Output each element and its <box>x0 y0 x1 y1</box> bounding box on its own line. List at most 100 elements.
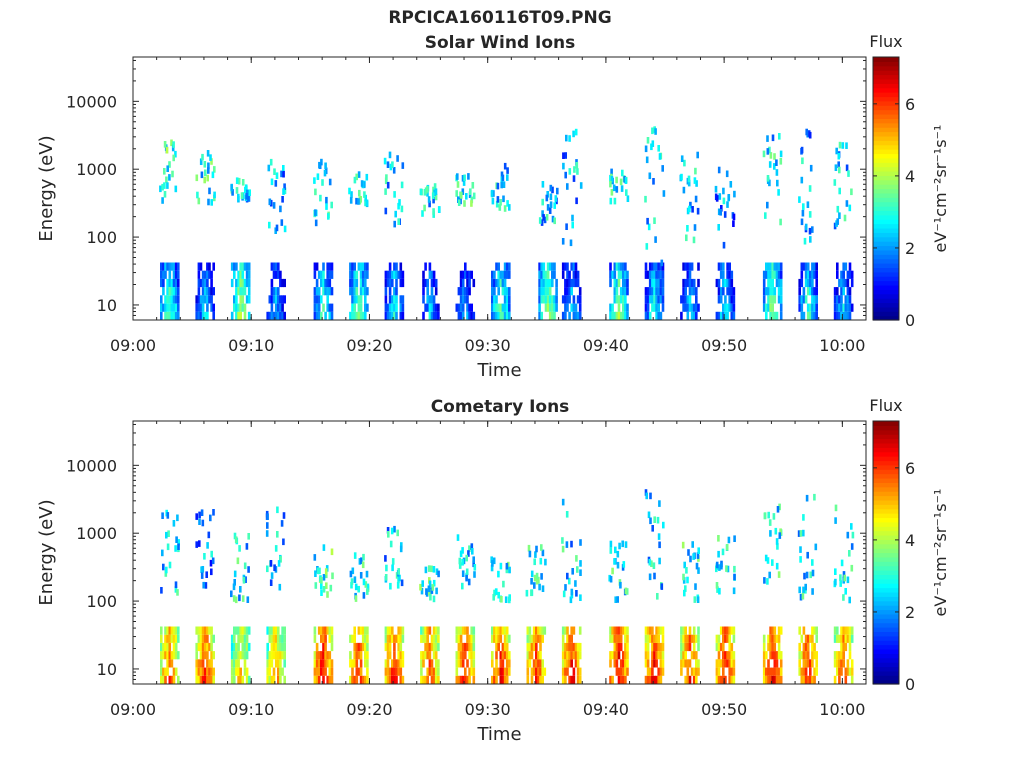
flux-cell <box>608 574 611 582</box>
flux-cell <box>848 262 852 271</box>
flux-cell <box>239 634 242 643</box>
flux-cell <box>838 278 841 288</box>
flux-cell <box>361 634 365 643</box>
flux-cell <box>564 642 567 652</box>
flux-cell <box>204 582 208 589</box>
flux-cell <box>726 634 729 643</box>
flux-cell <box>432 196 435 204</box>
flux-cell <box>160 659 163 668</box>
flux-cell <box>493 675 496 684</box>
flux-cell <box>732 295 736 304</box>
flux-cell <box>624 587 628 595</box>
flux-cell <box>324 287 327 296</box>
flux-cell <box>355 642 359 652</box>
flux-cell <box>568 311 571 320</box>
flux-cell <box>696 596 700 603</box>
flux-cell <box>201 270 205 279</box>
flux-cell <box>505 651 509 660</box>
flux-cell <box>461 675 465 684</box>
flux-cell <box>279 295 282 304</box>
flux-cell <box>470 634 473 643</box>
flux-cell <box>164 570 168 577</box>
flux-cell <box>247 642 251 652</box>
flux-cell <box>765 303 768 312</box>
flux-cell <box>545 194 549 202</box>
flux-cell <box>468 642 471 652</box>
flux-cell <box>245 543 249 550</box>
flux-cell <box>732 651 736 660</box>
flux-cell <box>530 667 534 676</box>
flux-cell <box>245 626 249 635</box>
flux-cell <box>326 262 329 271</box>
flux-cell <box>568 278 571 288</box>
colorbar-segment <box>873 113 899 119</box>
flux-cell <box>718 564 721 571</box>
flux-cell <box>802 642 806 652</box>
flux-cell <box>162 563 165 571</box>
flux-cell <box>322 262 325 271</box>
flux-cell <box>461 175 465 182</box>
flux-cell <box>617 642 621 652</box>
flux-cell <box>730 659 734 668</box>
flux-cell <box>779 270 783 279</box>
flux-cell <box>649 492 652 500</box>
flux-cell <box>230 651 234 660</box>
flux-cell <box>539 667 542 676</box>
flux-cell <box>508 270 511 279</box>
flux-cell <box>763 577 766 584</box>
flux-cell <box>719 311 723 320</box>
flux-cell <box>695 651 698 660</box>
flux-cell <box>282 165 285 172</box>
flux-cell <box>526 626 530 635</box>
flux-cell <box>724 278 727 288</box>
flux-cell <box>686 659 690 668</box>
flux-cell <box>715 659 719 668</box>
flux-cell <box>659 311 663 320</box>
flux-cell <box>391 675 394 684</box>
flux-cell <box>850 278 854 288</box>
flux-cell <box>388 311 392 320</box>
flux-cell <box>362 553 365 561</box>
flux-cell <box>172 278 176 288</box>
colorbar-segment <box>873 526 899 532</box>
flux-cell <box>503 270 507 279</box>
flux-cell <box>651 634 654 643</box>
colorbar-segment <box>873 429 899 435</box>
flux-cell <box>649 517 652 525</box>
flux-cell <box>657 287 660 296</box>
flux-cell <box>282 538 285 546</box>
flux-cell <box>651 295 654 304</box>
flux-cell <box>654 128 657 135</box>
flux-cell <box>572 303 576 312</box>
y-tick-label: 10 <box>97 660 117 679</box>
flux-cell <box>572 311 576 320</box>
flux-cell <box>564 152 567 159</box>
flux-cell <box>351 278 354 288</box>
flux-cell <box>426 303 429 312</box>
flux-cell <box>233 270 236 279</box>
flux-cell <box>533 558 536 566</box>
flux-cell <box>359 295 363 304</box>
flux-cell <box>617 626 621 635</box>
flux-cell <box>809 236 812 243</box>
flux-cell <box>545 214 549 221</box>
flux-cell <box>270 295 274 304</box>
flux-cell <box>655 626 658 635</box>
flux-cell <box>842 651 845 660</box>
cometary-x-label: Time <box>476 724 521 745</box>
flux-cell <box>578 642 582 652</box>
flux-cell <box>455 675 459 684</box>
flux-cell <box>774 527 778 535</box>
flux-cell <box>726 201 729 208</box>
flux-cell <box>811 295 814 304</box>
flux-cell <box>432 270 436 279</box>
flux-cell <box>722 187 725 195</box>
flux-cell <box>279 278 282 288</box>
flux-cell <box>501 651 505 660</box>
flux-cell <box>809 278 812 288</box>
colorbar-segment <box>873 87 899 93</box>
flux-cell <box>615 667 619 676</box>
flux-cell <box>272 262 276 271</box>
flux-cell <box>203 311 207 320</box>
flux-cell <box>160 303 163 312</box>
